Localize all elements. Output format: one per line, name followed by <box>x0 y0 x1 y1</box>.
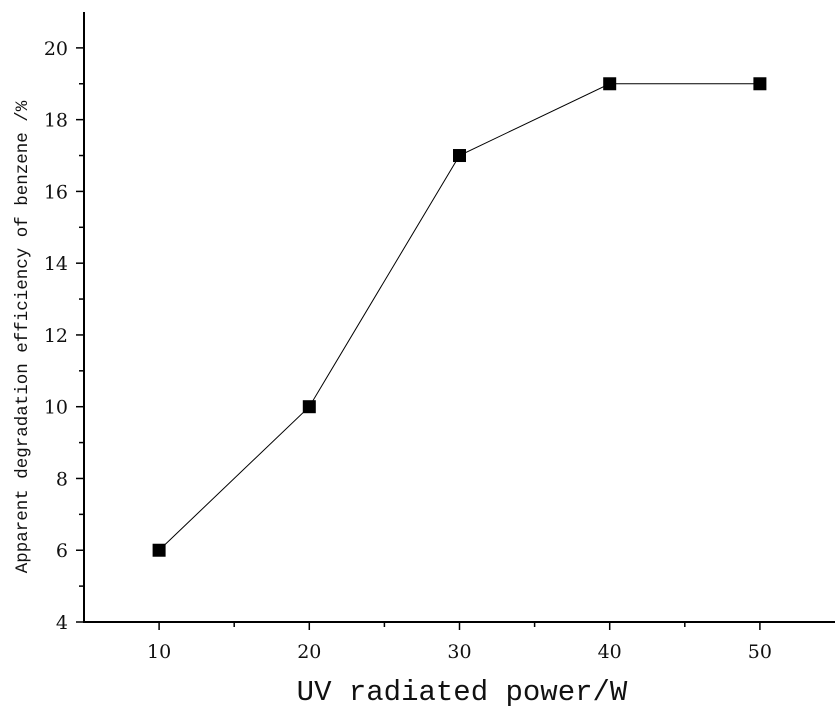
data-markers <box>152 77 767 557</box>
y-tick-label: 10 <box>44 397 68 419</box>
data-point-marker <box>753 77 767 91</box>
data-point-marker <box>152 543 166 557</box>
y-tick-label: 14 <box>44 253 68 275</box>
x-tick-label: 40 <box>598 641 622 663</box>
x-tick-label: 30 <box>447 641 471 663</box>
x-tick-label: 50 <box>748 641 772 663</box>
data-point-marker <box>302 400 316 414</box>
y-tick-label: 4 <box>56 612 68 634</box>
x-tick-label: 20 <box>297 641 321 663</box>
x-ticks: 10 20 30 40 50 <box>147 622 772 663</box>
x-tick-label: 10 <box>147 641 171 663</box>
data-point-marker <box>603 77 617 91</box>
axes <box>83 12 835 623</box>
x-axis-title: UV radiated power/W <box>297 676 628 709</box>
y-tick-label: 12 <box>44 325 68 347</box>
y-tick-label: 16 <box>44 181 68 203</box>
y-tick-label: 8 <box>56 468 68 490</box>
y-axis-title: Apparent degradation efficiency of benze… <box>13 100 33 573</box>
y-ticks: 4 6 8 10 12 14 16 18 20 <box>44 38 84 634</box>
data-point-marker <box>453 149 466 163</box>
y-tick-label: 6 <box>56 540 68 562</box>
y-tick-label: 18 <box>44 110 68 132</box>
y-tick-label: 20 <box>44 38 68 60</box>
